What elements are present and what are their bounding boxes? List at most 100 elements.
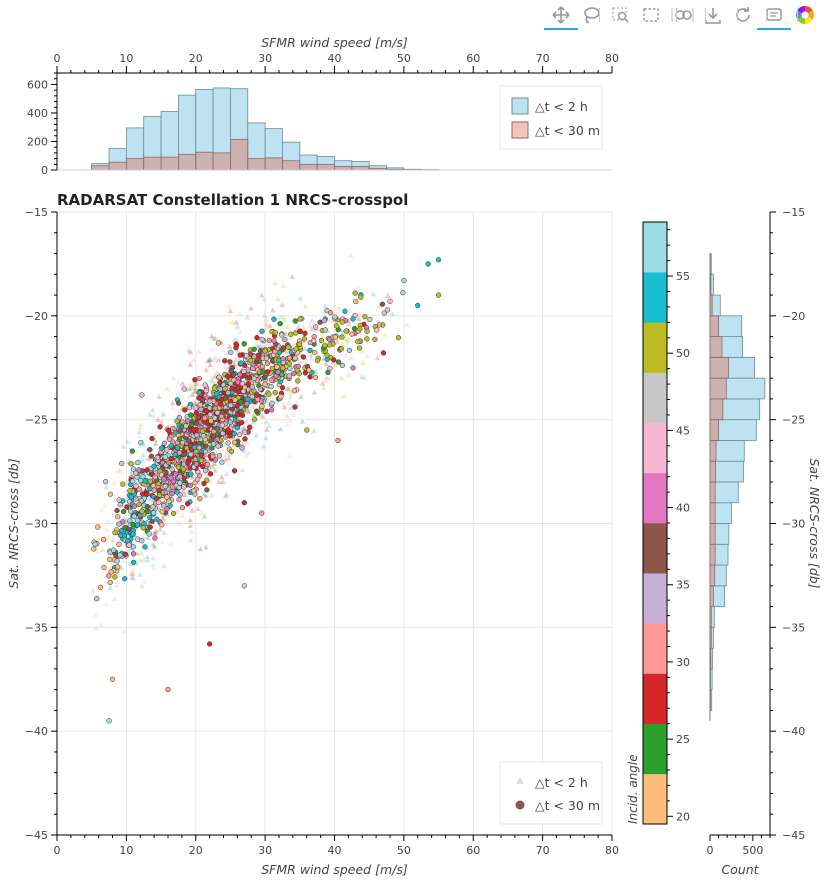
toolbar-separator [676, 8, 677, 22]
triangle-point [197, 546, 204, 552]
circle-point [122, 576, 128, 582]
triangle-point [153, 430, 159, 436]
top-hist-x-tick-label: 60 [466, 52, 480, 65]
circle-point [212, 405, 218, 412]
triangle-point [346, 371, 352, 377]
series-30m [91, 257, 442, 724]
triangle-point [133, 448, 140, 454]
toolbar-separator [599, 8, 600, 22]
circle-point [150, 483, 157, 489]
top-hist-legend [499, 85, 603, 150]
triangle-point [209, 345, 216, 351]
circle-point [384, 307, 391, 313]
circle-point [197, 496, 203, 502]
circle-point [138, 440, 144, 446]
triangle-point [207, 478, 214, 484]
triangle-point [322, 377, 329, 383]
triangle-point [151, 530, 157, 536]
right-hist-bar [709, 460, 716, 483]
triangle-point [137, 571, 143, 577]
triangle-point [155, 416, 161, 422]
circle-point [266, 391, 272, 397]
triangle-point [330, 318, 337, 324]
circle-point [259, 510, 265, 516]
triangle-point [370, 291, 377, 297]
right-hist-y-axis-label: Sat. NRCS-cross [db] [807, 458, 822, 588]
right-hist-x-tick-label: 500 [742, 844, 763, 857]
box-zoom-button[interactable] [609, 4, 633, 26]
wheel-zoom-button[interactable] [670, 4, 694, 26]
circle-point [350, 365, 356, 371]
triangle-point [128, 545, 134, 551]
circle-point [120, 519, 126, 525]
box-select-button[interactable] [639, 4, 663, 26]
triangle-point [347, 252, 354, 258]
save-icon [705, 8, 721, 24]
triangle-point [285, 400, 292, 406]
triangle-point [127, 468, 133, 474]
triangle-point [136, 433, 143, 439]
circle-point [238, 409, 244, 415]
scatter-plot[interactable]: RADARSAT Constellation 1 NRCS-crosspol 0 1… [6, 191, 619, 877]
circle-point [306, 367, 312, 373]
colorbar-tick-label: 50 [676, 347, 690, 360]
triangle-point [311, 389, 318, 395]
circle-point [210, 441, 217, 447]
triangle-point [101, 502, 108, 508]
circle-point [149, 518, 155, 525]
triangle-point [275, 296, 281, 302]
circle-point [115, 514, 121, 520]
triangle-point [121, 540, 127, 546]
triangle-point [187, 361, 194, 367]
triangle-point [192, 472, 198, 478]
triangle-point [359, 348, 366, 354]
circle-point [312, 349, 318, 356]
triangle-point [125, 547, 132, 553]
circle-point [264, 408, 270, 414]
triangle-point [207, 378, 214, 384]
colorbar-tick-label: 25 [676, 733, 690, 746]
triangle-point [307, 322, 313, 328]
right-hist-y-tick-label: −30 [782, 518, 805, 531]
x-tick-label: 40 [328, 844, 342, 857]
circle-point [159, 509, 165, 515]
circle-point [282, 336, 288, 343]
triangle-point [259, 343, 265, 349]
circle-point [245, 396, 251, 402]
triangle-point [346, 336, 352, 342]
circle-point [268, 377, 275, 383]
circle-point [150, 510, 157, 516]
triangle-point [147, 411, 153, 417]
circle-point [160, 503, 167, 509]
circle-point [227, 419, 233, 425]
circle-point [332, 314, 338, 320]
triangle-point [225, 455, 232, 461]
pan-tool-button[interactable] [544, 4, 578, 30]
triangle-point [130, 575, 137, 581]
triangle-point [104, 526, 110, 532]
circle-point [297, 328, 303, 335]
top-hist-x-axis-label: SFMR wind speed [m/s] [261, 35, 408, 50]
circle-point [235, 389, 242, 395]
circle-point [311, 333, 317, 340]
circle-point [219, 422, 225, 428]
save-button[interactable] [701, 4, 725, 26]
triangle-point [260, 443, 267, 449]
top-hist-bar [299, 163, 318, 171]
circle-point [172, 451, 178, 458]
triangle-point [287, 417, 293, 423]
right-hist-y-tick-label: −40 [782, 725, 805, 738]
circle-point [400, 290, 406, 296]
triangle-point [160, 411, 167, 417]
right-hist-bar [709, 564, 716, 587]
triangle-point [342, 335, 349, 341]
circle-point [379, 301, 386, 307]
circle-point [165, 427, 172, 434]
bokeh-logo-button[interactable] [793, 4, 817, 26]
hover-tooltip-button[interactable] [757, 4, 791, 30]
triangle-point [239, 425, 245, 431]
triangle-point [211, 356, 218, 362]
circle-point [168, 443, 174, 449]
circle-point [191, 444, 198, 450]
